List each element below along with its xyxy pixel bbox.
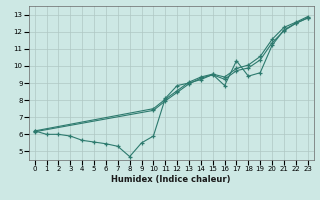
X-axis label: Humidex (Indice chaleur): Humidex (Indice chaleur) bbox=[111, 175, 231, 184]
